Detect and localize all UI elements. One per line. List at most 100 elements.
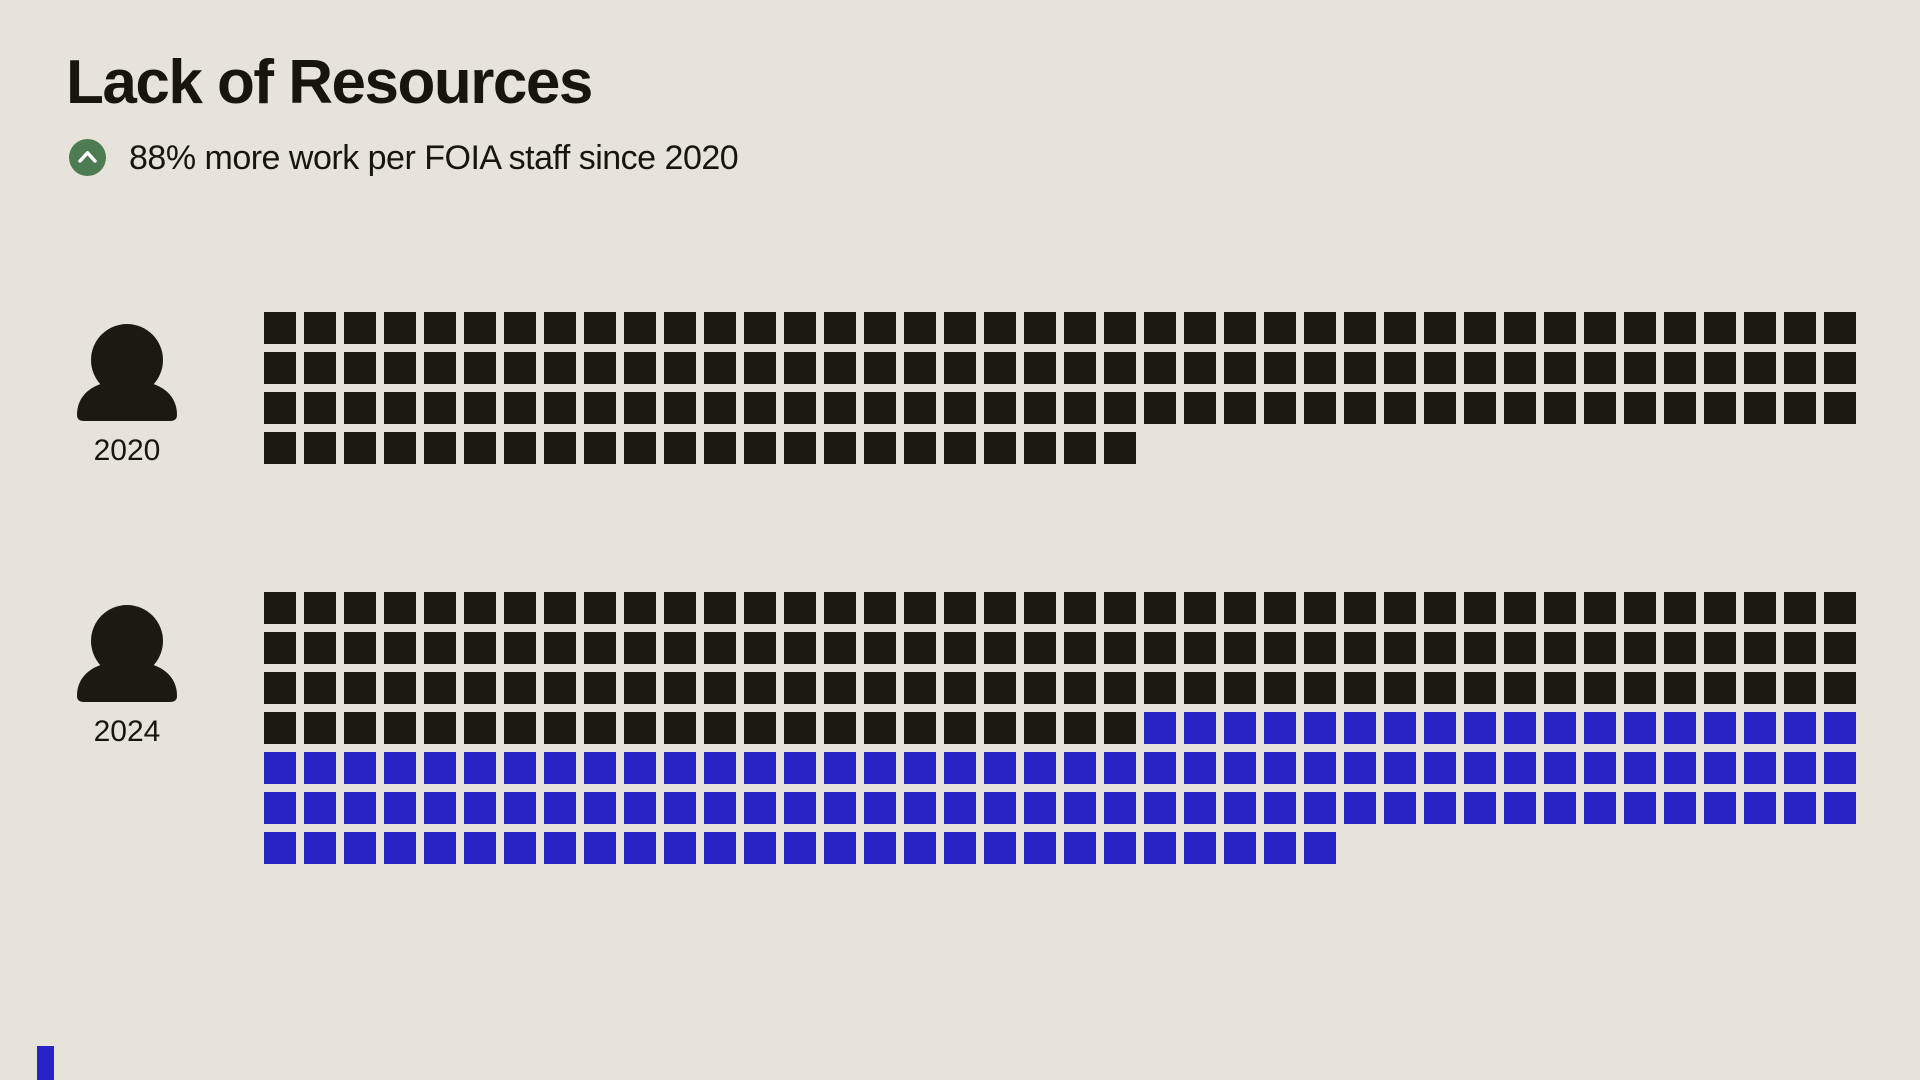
year-label-2020: 2020 [93, 434, 161, 467]
waffle-square [704, 392, 736, 424]
waffle-square [1144, 832, 1176, 864]
waffle-square [1224, 632, 1256, 664]
waffle-square [664, 832, 696, 864]
waffle-square [264, 352, 296, 384]
waffle-square [1304, 352, 1336, 384]
waffle-square [584, 432, 616, 464]
series-2024-icon-block: 2024 [75, 603, 179, 747]
waffle-square [1064, 392, 1096, 424]
waffle-square [1184, 792, 1216, 824]
waffle-square [1144, 312, 1176, 344]
waffle-square [1304, 312, 1336, 344]
waffle-square [544, 712, 576, 744]
waffle-square [784, 792, 816, 824]
waffle-square [1304, 392, 1336, 424]
waffle-square [1504, 752, 1536, 784]
waffle-square [264, 592, 296, 624]
waffle-square [1584, 672, 1616, 704]
waffle-square [424, 832, 456, 864]
waffle-square [744, 752, 776, 784]
waffle-square [1784, 352, 1816, 384]
waffle-square [1224, 352, 1256, 384]
waffle-square [824, 792, 856, 824]
waffle-square [424, 752, 456, 784]
waffle-square [984, 712, 1016, 744]
waffle-square [1504, 352, 1536, 384]
waffle-square [1104, 752, 1136, 784]
waffle-square [1064, 312, 1096, 344]
waffle-square [1344, 632, 1376, 664]
waffle-square [1184, 392, 1216, 424]
waffle-square [464, 712, 496, 744]
waffle-square [1584, 792, 1616, 824]
waffle-square [384, 632, 416, 664]
waffle-square [984, 792, 1016, 824]
waffle-square [1184, 832, 1216, 864]
waffle-square [1824, 632, 1856, 664]
waffle-square [264, 832, 296, 864]
waffle-square [704, 712, 736, 744]
waffle-square [864, 672, 896, 704]
waffle-square [384, 592, 416, 624]
waffle-square [1544, 632, 1576, 664]
waffle-square [784, 712, 816, 744]
waffle-square [1384, 672, 1416, 704]
waffle-square [904, 352, 936, 384]
waffle-square [1664, 712, 1696, 744]
waffle-square [1624, 312, 1656, 344]
waffle-square [1664, 392, 1696, 424]
waffle-square [1024, 672, 1056, 704]
waffle-square [1344, 672, 1376, 704]
waffle-square [304, 752, 336, 784]
waffle-square [1104, 712, 1136, 744]
waffle-square [504, 792, 536, 824]
waffle-square [584, 752, 616, 784]
waffle-square [1144, 712, 1176, 744]
waffle-square [1264, 592, 1296, 624]
waffle-square [744, 312, 776, 344]
waffle-square [1384, 712, 1416, 744]
waffle-square [984, 672, 1016, 704]
waffle-square [1344, 312, 1376, 344]
waffle-square [384, 792, 416, 824]
waffle-square [1624, 352, 1656, 384]
waffle-square [624, 312, 656, 344]
waffle-square [304, 592, 336, 624]
waffle-square [1024, 432, 1056, 464]
waffle-square [1104, 592, 1136, 624]
waffle-square [304, 792, 336, 824]
waffle-square [1104, 432, 1136, 464]
waffle-square [1144, 352, 1176, 384]
waffle-square [344, 352, 376, 384]
series-2020: 2020 [0, 312, 1920, 472]
waffle-square [1704, 632, 1736, 664]
waffle-square [1024, 712, 1056, 744]
waffle-square [1704, 592, 1736, 624]
waffle-square [544, 632, 576, 664]
waffle-square [1784, 792, 1816, 824]
waffle-square [1824, 712, 1856, 744]
waffle-square [1264, 832, 1296, 864]
waffle-square [1584, 392, 1616, 424]
waffle-square [944, 632, 976, 664]
waffle-2024 [264, 592, 1856, 864]
waffle-square [1784, 392, 1816, 424]
waffle-square [584, 592, 616, 624]
waffle-square [1424, 632, 1456, 664]
waffle-square [1344, 712, 1376, 744]
waffle-square [504, 352, 536, 384]
waffle-square [264, 432, 296, 464]
waffle-square [1424, 352, 1456, 384]
waffle-square [1424, 392, 1456, 424]
waffle-square [1624, 592, 1656, 624]
waffle-square [864, 392, 896, 424]
waffle-square [544, 432, 576, 464]
waffle-square [1544, 312, 1576, 344]
waffle-square [984, 432, 1016, 464]
waffle-square [1024, 792, 1056, 824]
waffle-square [544, 592, 576, 624]
waffle-square [1464, 672, 1496, 704]
waffle-square [1744, 592, 1776, 624]
waffle-square [1224, 752, 1256, 784]
